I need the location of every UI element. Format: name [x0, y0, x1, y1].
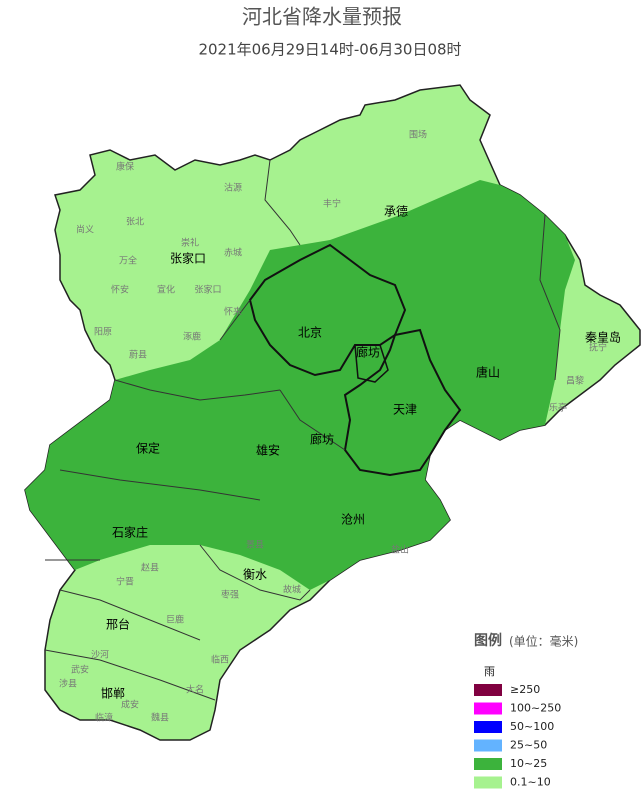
- county-label: 临西: [211, 654, 229, 666]
- city-label: 北京: [298, 326, 322, 340]
- county-label: 魏县: [151, 712, 169, 724]
- legend-label: 25~50: [510, 739, 547, 752]
- city-label: 保定: [136, 441, 160, 456]
- city-label: 沧州: [341, 512, 365, 527]
- legend-label: 0.1~10: [510, 776, 551, 789]
- legend-swatch: [474, 684, 502, 696]
- legend: 图例 (单位：毫米) 雨 ≥250 100~250 50~100 25~50 10~25…: [474, 632, 578, 789]
- legend-swatch: [474, 758, 502, 770]
- city-label: 承德: [384, 204, 408, 219]
- county-label: 涉县: [59, 678, 77, 690]
- county-label: 巨鹿: [166, 614, 184, 626]
- county-label: 赵县: [141, 562, 159, 574]
- city-label: 秦皇岛: [585, 330, 621, 345]
- legend-swatch: [474, 702, 502, 715]
- city-label: 张家口: [170, 251, 206, 266]
- county-label: 成安: [121, 699, 139, 711]
- county-label: 崇礼: [181, 237, 199, 249]
- city-label: 衡水: [243, 568, 267, 582]
- langfang-north: [354, 344, 389, 383]
- city-label: 廊坊: [356, 345, 380, 360]
- county-label: 阳原: [94, 327, 112, 338]
- county-label: 宁晋: [116, 576, 134, 588]
- legend-swatch: [474, 721, 502, 733]
- map: [24, 84, 641, 741]
- city-label: 廊坊: [310, 432, 334, 447]
- county-label: 怀安: [111, 284, 129, 296]
- county-label: 昌黎: [566, 375, 584, 387]
- city-label: 天津: [393, 403, 417, 417]
- county-label: 故城: [283, 584, 301, 596]
- subtitle: 2021年06月29日14时-06月30日08时: [198, 41, 461, 59]
- city-label: 石家庄: [112, 525, 148, 540]
- county-label: 武安: [71, 664, 89, 676]
- city-label: 邯郸: [101, 686, 125, 701]
- county-label: 临漳: [95, 712, 113, 724]
- county-label: 乐亭: [549, 402, 567, 414]
- county-label: 枣强: [221, 590, 239, 601]
- county-label: 沽源: [224, 182, 242, 194]
- city-label: 雄安: [256, 443, 280, 458]
- region-borders: [44, 159, 561, 701]
- legend-label: 50~100: [510, 720, 554, 733]
- legend-label: ≥250: [510, 683, 540, 696]
- legend-group: 雨: [484, 665, 495, 678]
- county-label: 张家口: [194, 284, 221, 296]
- province-dark: [25, 180, 575, 590]
- city-label: 唐山: [476, 365, 500, 380]
- legend-swatch: [474, 776, 502, 789]
- county-label: 抚宁: [589, 342, 607, 354]
- legend-label: 10~25: [510, 757, 547, 770]
- county-label: 大名: [186, 684, 204, 696]
- title: 河北省降水量预报: [242, 5, 402, 29]
- legend-unit: (单位：毫米): [509, 634, 578, 649]
- county-label: 蔚县: [129, 349, 147, 361]
- county-label: 尚义: [76, 224, 94, 236]
- county-label: 围场: [409, 130, 427, 141]
- county-label: 康保: [116, 161, 134, 173]
- county-label: 万全: [119, 255, 137, 267]
- county-label: 丰宁: [323, 198, 341, 210]
- city-label: 邢台: [106, 617, 130, 632]
- county-label: 怀来: [224, 306, 242, 318]
- county-label: 张北: [126, 217, 144, 228]
- county-label: 宣化: [157, 284, 175, 296]
- legend-label: 100~250: [510, 702, 561, 715]
- county-label: 涿鹿: [183, 331, 201, 343]
- county-label: 景县: [246, 540, 264, 551]
- county-label: 沙河: [91, 649, 109, 661]
- county-label: 赤城: [224, 248, 242, 259]
- county-label: 盐山: [391, 544, 409, 556]
- legend-swatch: [474, 739, 502, 752]
- legend-title: 图例: [474, 632, 502, 649]
